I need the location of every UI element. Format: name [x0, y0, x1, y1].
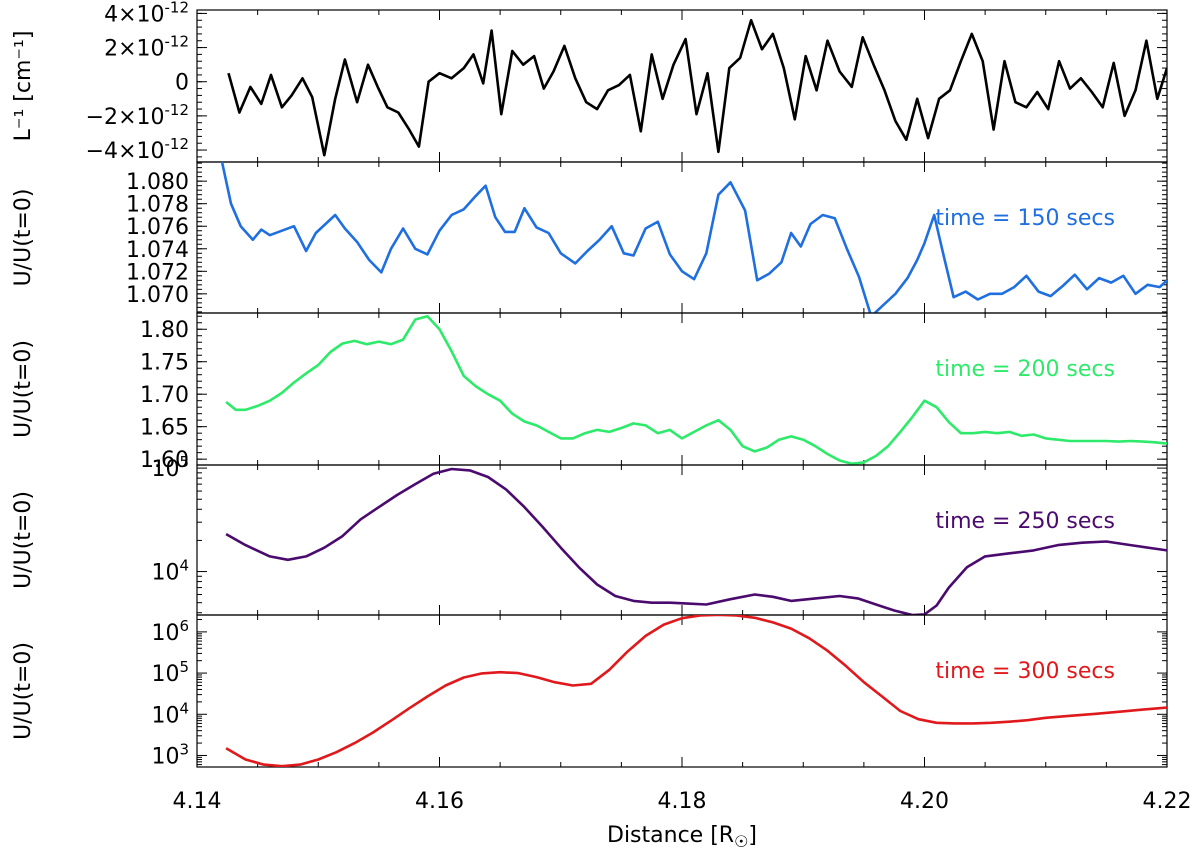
tick-exponent: -12: [165, 101, 190, 119]
panel-frame: [196, 161, 1168, 314]
x-axis: 4.14 4.16 4.18 4.20 4.22 Distance [R☉]: [173, 789, 1192, 851]
y-tick-label: 1.75: [140, 351, 189, 376]
y-axis-title: U/U(t=0): [11, 340, 36, 438]
panel-frame: [196, 614, 1168, 768]
y-axis-title: U/U(t=0): [11, 642, 36, 740]
series-annotation: time = 250 secs: [935, 509, 1115, 534]
y-tick-label: 0: [175, 71, 189, 96]
y-tick-label: 1.078: [126, 193, 189, 218]
x-tick-label: 4.20: [900, 789, 949, 814]
series-annotation: time = 200 secs: [935, 357, 1115, 382]
y-axis-title: U/U(t=0): [11, 189, 36, 287]
series-line-energy-300: [225, 615, 1167, 767]
panel-inverse-length: 4×10-122×10-120−2×10-12−4×10-12L⁻¹ [cm⁻¹…: [11, 0, 1168, 164]
tick-exponent: 4: [179, 699, 189, 717]
tick-mantissa: 10: [151, 457, 179, 482]
series-annotation: time = 300 secs: [935, 659, 1115, 684]
y-tick-label: 4×10-12: [104, 0, 189, 27]
y-tick-label: 1.70: [140, 383, 189, 408]
tick-mantissa: 0: [175, 71, 189, 96]
y-tick-label: −4×10-12: [86, 135, 189, 164]
y-tick-label: 1.65: [140, 416, 189, 441]
y-tick-label: 104: [151, 699, 189, 728]
series-annotation: time = 150 secs: [935, 206, 1115, 231]
series-line-inverse-length: [227, 18, 1167, 157]
tick-mantissa: −4: [86, 139, 118, 164]
tick-mantissa: −2: [86, 105, 118, 130]
tick-exponent: -12: [165, 135, 190, 153]
sun-symbol-icon: ☉: [734, 832, 748, 851]
panel-frame: [196, 9, 1168, 163]
series-line-energy-200: [225, 314, 1167, 465]
tick-exponent: 5: [179, 453, 189, 471]
tick-exponent: 6: [179, 617, 189, 635]
y-tick-label: 1.80: [140, 318, 189, 343]
tick-mantissa: 4: [104, 2, 118, 27]
panel-energy-200: 1.80 1.75 1.70 1.65 1.60 U/U(t=0) time = 200 s…: [11, 312, 1168, 473]
tick-mantissa: 10: [151, 621, 179, 646]
x-tick-label: 4.18: [658, 789, 707, 814]
tick-multiplier: ×10: [118, 139, 164, 164]
y-tick-label: 1.070: [126, 283, 189, 308]
x-tick-label: 4.22: [1143, 789, 1192, 814]
series-line-energy-250: [225, 467, 1167, 615]
tick-exponent: -12: [165, 0, 190, 16]
x-axis-title-text: Distance [R: [607, 823, 734, 848]
panel-frame: [196, 464, 1168, 616]
y-axis-title: U/U(t=0): [11, 491, 36, 589]
y-tick-label: 1.074: [126, 238, 189, 263]
tick-multiplier: ×10: [118, 105, 164, 130]
y-tick-label: 106: [151, 617, 189, 646]
x-axis-title-close: ]: [748, 823, 757, 848]
y-tick-label: 2×10-12: [104, 33, 189, 62]
y-tick-label: −2×10-12: [86, 101, 189, 130]
tick-exponent: 3: [179, 740, 189, 758]
tick-mantissa: 2: [104, 37, 118, 62]
y-tick-label: 104: [151, 557, 189, 586]
tick-exponent: -12: [165, 33, 190, 51]
y-tick-label: 1.080: [126, 170, 189, 195]
y-axis-title: L⁻¹ [cm⁻¹]: [11, 31, 36, 142]
y-tick-label: 1.072: [126, 260, 189, 285]
x-axis-title: Distance [R☉]: [607, 823, 757, 851]
series-line-energy-150: [220, 162, 1167, 313]
tick-exponent: 4: [179, 557, 189, 575]
tick-mantissa: 10: [151, 703, 179, 728]
y-tick-label: 105: [151, 658, 189, 687]
tick-exponent: 5: [179, 658, 189, 676]
tick-multiplier: ×10: [118, 2, 164, 27]
y-tick-label: 103: [151, 740, 189, 769]
y-tick-label: 1.076: [126, 215, 189, 240]
tick-mantissa: 10: [151, 744, 179, 769]
tick-mantissa: 10: [151, 561, 179, 586]
y-tick-label: 105: [151, 453, 189, 482]
panel-frame: [196, 312, 1168, 466]
y-tick-label: 1.60: [140, 448, 189, 473]
panels-group: 4×10-122×10-120−2×10-12−4×10-12L⁻¹ [cm⁻¹…: [11, 0, 1168, 769]
tick-multiplier: ×10: [118, 37, 164, 62]
x-tick-label: 4.16: [415, 789, 464, 814]
tick-mantissa: 10: [151, 662, 179, 687]
x-tick-label: 4.14: [173, 789, 222, 814]
